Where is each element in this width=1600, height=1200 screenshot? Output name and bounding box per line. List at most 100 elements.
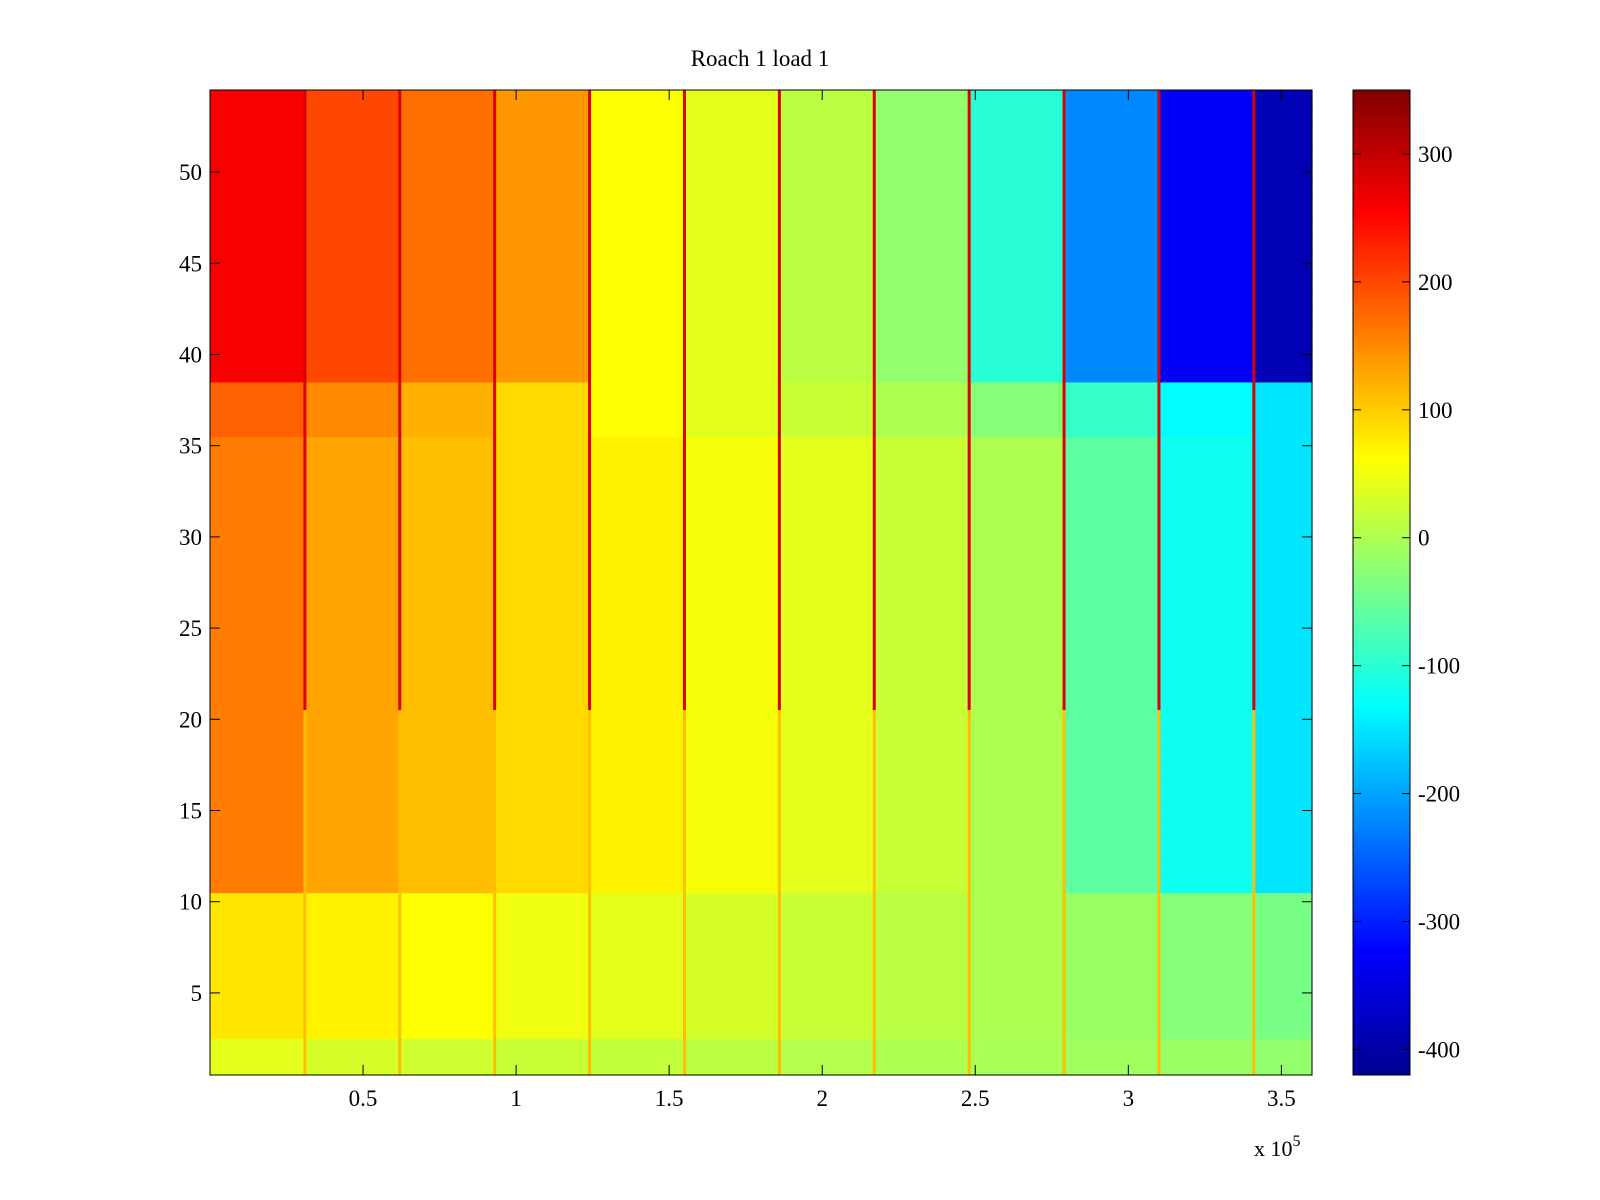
heatmap-cell — [969, 254, 1065, 274]
heatmap-cell — [1064, 655, 1160, 675]
heatmap-cell — [1253, 491, 1313, 511]
heatmap-cell — [210, 473, 306, 492]
heatmap-cell — [210, 564, 306, 584]
heatmap-cell — [210, 509, 306, 529]
heatmap-cell — [399, 728, 496, 748]
y-tick-label: 50 — [179, 160, 202, 185]
heatmap-cell — [589, 126, 686, 146]
heatmap-cell — [1253, 290, 1313, 310]
heatmap-cell — [1158, 327, 1255, 346]
colorbar-tick-label: 0 — [1418, 526, 1430, 551]
heatmap-cell — [210, 1056, 306, 1076]
heatmap-cell — [494, 400, 591, 419]
heatmap-cell — [304, 1020, 401, 1040]
heatmap-cell — [304, 473, 401, 492]
heatmap-cell — [494, 655, 591, 675]
heatmap-cell — [874, 162, 970, 182]
heatmap-cell — [399, 837, 496, 857]
heatmap-cell — [304, 783, 401, 802]
heatmap-cell — [1158, 546, 1255, 565]
heatmap-cell — [304, 272, 401, 292]
heatmap-cell — [399, 929, 496, 948]
heatmap-cell — [779, 764, 875, 784]
heatmap-cell — [1064, 1038, 1160, 1058]
heatmap-cell — [589, 181, 686, 201]
heatmap-cell — [399, 473, 496, 492]
heatmap-cell — [684, 910, 780, 930]
heatmap-cell — [494, 947, 591, 967]
heatmap-cell — [1064, 710, 1160, 730]
heatmap-cell — [1158, 1020, 1255, 1040]
heatmap-cell — [684, 637, 780, 657]
heatmap-cell — [304, 144, 401, 164]
heatmap-cell — [779, 746, 875, 766]
heatmap-cell — [1064, 673, 1160, 693]
heatmap-cell — [304, 363, 401, 383]
heatmap-cell — [304, 327, 401, 346]
heatmap-cell — [874, 1038, 970, 1058]
heatmap-cell — [1158, 345, 1255, 365]
heatmap-cell — [874, 308, 970, 328]
x-tick-label: 2 — [816, 1086, 828, 1111]
heatmap-cell — [494, 600, 591, 620]
heatmap-cell — [304, 655, 401, 675]
heatmap-cell — [1064, 929, 1160, 948]
heatmap-cell — [779, 1056, 875, 1076]
heatmap-cell — [494, 564, 591, 584]
heatmap-cell — [399, 892, 496, 912]
heatmap-cell — [874, 363, 970, 383]
heatmap-cell — [969, 90, 1065, 109]
heatmap-cell — [874, 929, 970, 948]
heatmap-cell — [1064, 235, 1160, 255]
heatmap-cell — [1253, 126, 1313, 146]
heatmap-cell — [969, 1056, 1065, 1076]
heatmap-cell — [874, 272, 970, 292]
heatmap-cell — [589, 965, 686, 985]
heatmap-cell — [684, 783, 780, 802]
heatmap-cell — [304, 527, 401, 547]
heatmap-cell — [399, 1056, 496, 1076]
heatmap-cell — [969, 801, 1065, 821]
heatmap-cell — [399, 746, 496, 766]
heatmap-cell — [304, 235, 401, 255]
heatmap-cell — [399, 1020, 496, 1040]
heatmap-cell — [779, 400, 875, 419]
heatmap-cell — [1253, 929, 1313, 948]
heatmap-stripe — [1252, 90, 1256, 711]
heatmap-cell — [494, 746, 591, 766]
heatmap-cell — [1253, 947, 1313, 967]
heatmap-cell — [874, 491, 970, 511]
heatmap-cell — [684, 837, 780, 857]
heatmap-cell — [210, 947, 306, 967]
heatmap-cell — [1253, 381, 1313, 401]
heatmap-cell — [684, 983, 780, 1003]
heatmap-cell — [1253, 527, 1313, 547]
heatmap-cell — [969, 1002, 1065, 1021]
heatmap-cell — [1064, 564, 1160, 584]
heatmap-cell — [1253, 272, 1313, 292]
heatmap-cell — [684, 746, 780, 766]
heatmap-cell — [1064, 764, 1160, 784]
heatmap-cell — [779, 363, 875, 383]
heatmap-cell — [1064, 910, 1160, 930]
heatmap-cell — [1158, 254, 1255, 274]
heatmap-cell — [1158, 491, 1255, 511]
heatmap-cell — [589, 527, 686, 547]
heatmap-cell — [779, 710, 875, 730]
heatmap-cell — [779, 345, 875, 365]
heatmap-cell — [874, 400, 970, 419]
heatmap-cell — [399, 856, 496, 875]
heatmap-cell — [684, 217, 780, 237]
heatmap-cell — [399, 381, 496, 401]
heatmap-cell — [304, 181, 401, 201]
heatmap-cell — [494, 783, 591, 802]
heatmap-cell — [1064, 108, 1160, 128]
heatmap-cell — [779, 327, 875, 346]
heatmap-cell — [779, 126, 875, 146]
heatmap-cell — [399, 272, 496, 292]
heatmap-cell — [684, 801, 780, 821]
heatmap-cell — [969, 764, 1065, 784]
heatmap-cell — [779, 418, 875, 438]
heatmap-cell — [1064, 199, 1160, 219]
